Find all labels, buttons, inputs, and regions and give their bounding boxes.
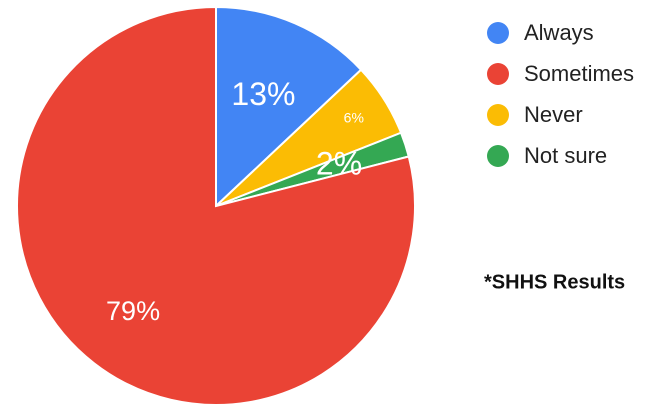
data-label-not-sure: 2% [316, 145, 362, 181]
legend-marker-sometimes [487, 63, 509, 85]
legend-label-always: Always [524, 20, 594, 45]
pie-slice-always [215, 5, 363, 209]
data-label-never: 6% [344, 109, 364, 125]
data-label-always: 13% [231, 76, 295, 112]
legend-label-never: Never [524, 102, 583, 127]
legend-marker-never [487, 104, 509, 126]
legend-label-not-sure: Not sure [524, 143, 607, 168]
pie-slice-sometimes [16, 5, 416, 406]
legend-label-sometimes: Sometimes [524, 61, 634, 86]
legend-marker-not-sure [487, 145, 509, 167]
legend-marker-always [487, 22, 509, 44]
legend: Always Sometimes Never Not sure [487, 20, 634, 168]
annotation-text: *SHHS Results [484, 271, 625, 293]
pie-data-labels: 13% 6% 2% 79% [106, 76, 364, 326]
data-label-sometimes: 79% [106, 296, 160, 326]
pie-slices [16, 5, 416, 406]
